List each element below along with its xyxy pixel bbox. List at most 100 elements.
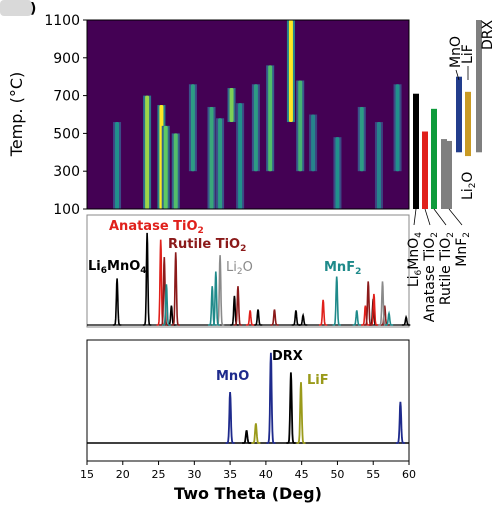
x-tick-label: 45 xyxy=(295,468,309,481)
label-anatase: Anatase TiO2 xyxy=(109,219,204,236)
panel-letter: ) xyxy=(30,1,36,17)
heatmap-streak xyxy=(229,88,234,123)
product-peak xyxy=(266,352,276,444)
x-tick-label: 40 xyxy=(259,468,273,481)
product-peak xyxy=(296,382,306,444)
product-reference-panel: MnO DRX LiF 15 20 25 30 35 40 45 50 55 60 Two Theta… xyxy=(80,339,416,503)
phase-legend-label: LiF xyxy=(460,44,476,64)
heatmap-streak xyxy=(145,95,150,209)
precursor-peak xyxy=(211,271,220,326)
precursor-peak xyxy=(233,286,243,326)
label-li6mno4: Li6MnO4 xyxy=(88,259,147,276)
precursor-peak xyxy=(298,312,308,326)
product-peak xyxy=(251,423,261,444)
precursor-peak xyxy=(352,310,361,326)
label-mnf2: MnF2 xyxy=(324,260,361,277)
precursor-peak xyxy=(291,310,301,326)
y-tick-label: 1100 xyxy=(44,13,80,29)
product-peak xyxy=(225,391,235,444)
y-tick-label: 700 xyxy=(53,89,80,105)
heatmap-streak xyxy=(238,103,243,209)
legend-leader xyxy=(413,208,417,226)
heatmap-streak xyxy=(311,114,316,172)
heatmap-streak xyxy=(298,80,303,172)
x-tick-label: 35 xyxy=(223,468,237,481)
precursor-peak xyxy=(253,309,263,326)
precursor-peak xyxy=(162,284,171,326)
precursor-frame xyxy=(86,214,410,328)
phase-legend-label: Li2O xyxy=(460,172,478,200)
y-axis-label: Temp. (°C) xyxy=(7,72,26,157)
legend-leader xyxy=(455,69,460,81)
precursor-peak xyxy=(230,295,239,326)
product-peaks: MnO DRX LiF xyxy=(87,349,409,444)
phase-legend-label: Anatase TiO2 xyxy=(422,232,440,322)
two-theta-ticks: 15 20 25 30 35 40 45 50 55 60 xyxy=(80,461,416,481)
x-tick-label: 55 xyxy=(366,468,380,481)
range-bar xyxy=(456,76,462,153)
temperature-ticks: 100 300 500 700 900 1100 xyxy=(44,13,87,218)
legend-leader xyxy=(448,208,463,226)
x-tick-label: 60 xyxy=(402,468,416,481)
heatmap-streak xyxy=(376,122,381,209)
precursor-peak xyxy=(142,232,152,326)
heatmap-background xyxy=(87,20,409,209)
precursor-peak xyxy=(245,310,255,326)
precursor-peak xyxy=(364,281,373,326)
x-tick-label: 50 xyxy=(330,468,344,481)
product-label: DRX xyxy=(272,349,303,364)
x-tick-label: 25 xyxy=(152,468,166,481)
heatmap-panel: 100 300 500 700 900 1100 Temp. (°C) xyxy=(7,13,410,218)
range-bar xyxy=(476,20,482,153)
precursor-peak xyxy=(361,305,370,326)
x-tick-label: 15 xyxy=(80,468,94,481)
x-tick-label: 30 xyxy=(187,468,201,481)
phase-legend-label: DRX xyxy=(480,19,496,50)
precursor-peak xyxy=(270,309,279,326)
precursor-peak xyxy=(112,278,122,326)
x-axis-label: Two Theta (Deg) xyxy=(174,484,322,503)
heatmap-streak xyxy=(163,125,168,209)
y-tick-label: 900 xyxy=(53,51,80,67)
phase-legend-label: MnO xyxy=(448,36,464,68)
heatmap-streaks xyxy=(113,20,402,209)
y-tick-label: 300 xyxy=(53,164,80,180)
product-label: LiF xyxy=(307,373,329,388)
precursor-peak xyxy=(401,314,411,326)
product-peak xyxy=(242,430,252,444)
product-peak xyxy=(286,372,296,444)
phase-legend-label: MnF2 xyxy=(454,232,472,267)
precursor-peaks xyxy=(87,232,411,326)
precursor-peak xyxy=(208,286,217,326)
heatmap-streak xyxy=(115,122,120,209)
x-tick-label: 20 xyxy=(116,468,130,481)
heatmap-streak xyxy=(209,106,214,209)
heatmap-streak xyxy=(190,84,195,172)
precursor-peak xyxy=(332,276,341,326)
y-tick-label: 500 xyxy=(53,126,80,142)
range-bar xyxy=(413,93,419,209)
heatmap-streak xyxy=(218,118,223,209)
panel-letter-badge xyxy=(0,0,32,16)
product-peak xyxy=(395,401,405,444)
legend-leader xyxy=(433,208,447,226)
heatmap-streak xyxy=(359,106,364,172)
precursor-peak xyxy=(318,299,328,326)
precursor-peak xyxy=(215,255,225,326)
phase-range-bars xyxy=(413,20,482,209)
heatmap-frame xyxy=(86,19,410,210)
phase-legend-label: Rutile TiO2 xyxy=(438,232,456,305)
heatmap-streak xyxy=(335,137,340,209)
range-bar xyxy=(441,139,447,209)
precursor-reference-panel: Li6MnO4 Anatase TiO2 Rutile TiO2 Li2O Mn… xyxy=(86,214,411,328)
heatmap-streak xyxy=(268,65,273,172)
precursor-peak xyxy=(384,310,394,326)
label-rutile: Rutile TiO2 xyxy=(168,237,246,254)
y-tick-label: 100 xyxy=(53,202,80,218)
precursor-peak xyxy=(160,257,169,326)
range-bar xyxy=(465,91,471,157)
precursor-peak xyxy=(171,252,180,326)
heatmap-streak xyxy=(253,84,258,172)
